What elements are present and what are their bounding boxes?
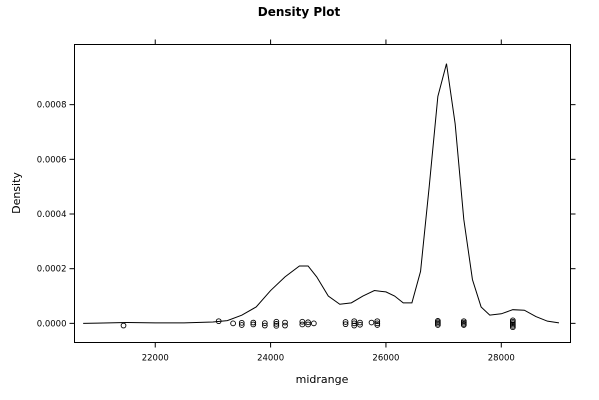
rug-point — [351, 320, 358, 327]
rug-point — [374, 322, 381, 328]
rug-point — [238, 319, 245, 326]
y-tick-label: 0.0002 — [37, 265, 67, 275]
rug-point — [305, 321, 311, 328]
rug-point — [261, 320, 268, 326]
x-tick-label: 22000 — [142, 354, 169, 364]
rug-point — [357, 319, 363, 326]
rug-point — [215, 318, 222, 325]
rug-point — [230, 320, 236, 327]
rug-point — [368, 319, 375, 326]
rug-point — [261, 322, 268, 329]
rug-point — [250, 321, 257, 328]
x-axis-label: midrange — [296, 373, 349, 386]
rug-point — [357, 321, 363, 328]
rug-point — [282, 319, 288, 326]
rug-point — [273, 321, 280, 327]
rug-point — [374, 320, 381, 327]
rug-point — [342, 319, 349, 325]
rug-point — [273, 322, 280, 329]
rug-point — [250, 319, 257, 326]
plot-frame — [74, 44, 571, 343]
rug-point — [342, 321, 349, 328]
y-tick-label: 0.0008 — [37, 101, 67, 111]
rug-point — [509, 324, 516, 331]
rug-point — [299, 321, 306, 328]
rug-point — [238, 322, 245, 328]
y-tick-label: 0.0000 — [37, 319, 67, 329]
x-tick-label: 28000 — [488, 354, 515, 364]
rug-point — [273, 318, 280, 325]
rug-point — [305, 319, 311, 326]
y-tick-label: 0.0006 — [37, 155, 67, 165]
y-axis: 0.0000 0.0002 0.0004 0.0006 0.0008 — [37, 101, 576, 329]
x-axis: 22000 24000 26000 28000 — [142, 39, 515, 364]
rug-points — [120, 317, 516, 331]
rug-point — [351, 322, 358, 329]
y-axis-label: Density — [10, 172, 23, 214]
y-tick-label: 0.0004 — [37, 210, 67, 220]
x-tick-label: 24000 — [257, 354, 284, 364]
x-tick-label: 26000 — [372, 354, 399, 364]
rug-point — [282, 322, 288, 329]
rug-point — [311, 320, 317, 327]
rug-point — [460, 322, 467, 328]
chart-title: Density Plot — [258, 5, 341, 19]
rug-point — [299, 318, 306, 325]
rug-point — [435, 322, 441, 328]
rug-point — [120, 322, 127, 329]
density-curve — [83, 63, 560, 324]
rug-point — [374, 318, 381, 325]
